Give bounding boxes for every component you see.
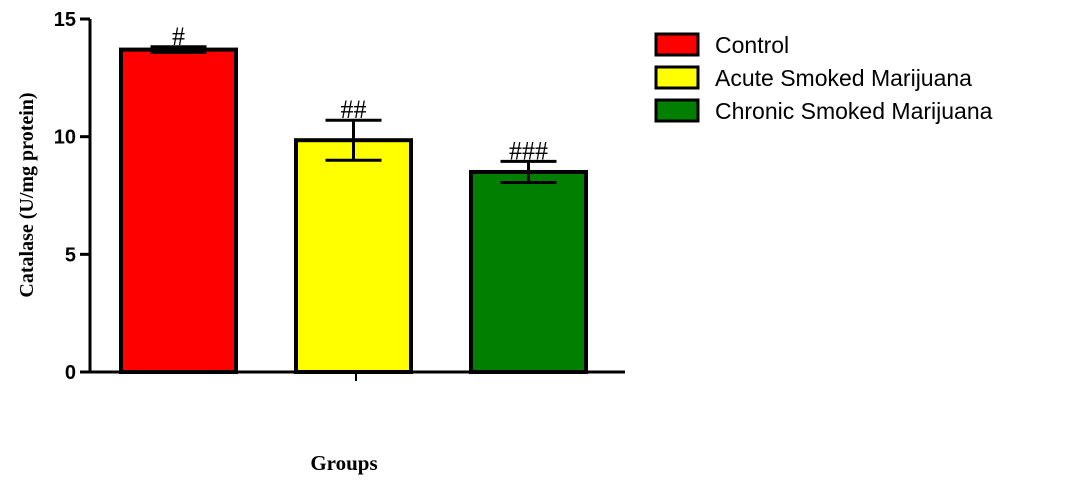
legend-label: Control [715, 32, 789, 58]
bar [469, 169, 588, 374]
x-axis-label: Groups [310, 451, 377, 475]
legend-swatch [654, 98, 700, 123]
bar [294, 138, 413, 374]
y-tick-label: 15 [54, 9, 76, 31]
bar [119, 47, 238, 375]
error-bars-layer [150, 45, 557, 185]
y-axis-label: Catalase (U/mg protein) [16, 92, 38, 297]
legend-label: Chronic Smoked Marijuana [715, 98, 993, 124]
y-tick-label: 5 [65, 244, 76, 266]
legend-swatch [654, 65, 700, 90]
legend-swatch [654, 32, 700, 57]
legend: Control Acute Smoked Marijuana Chronic Smo… [654, 32, 993, 124]
legend-label: Acute Smoked Marijuana [715, 65, 972, 91]
significance-annotation: ## [341, 95, 367, 124]
y-tick-label: 10 [54, 127, 76, 149]
y-ticks-layer: 0 5 10 15 [54, 9, 90, 384]
significance-annotation: # [172, 22, 185, 51]
annotations-layer: ###### [172, 22, 548, 166]
y-tick-label: 0 [65, 362, 76, 384]
significance-annotation: ### [509, 136, 548, 165]
